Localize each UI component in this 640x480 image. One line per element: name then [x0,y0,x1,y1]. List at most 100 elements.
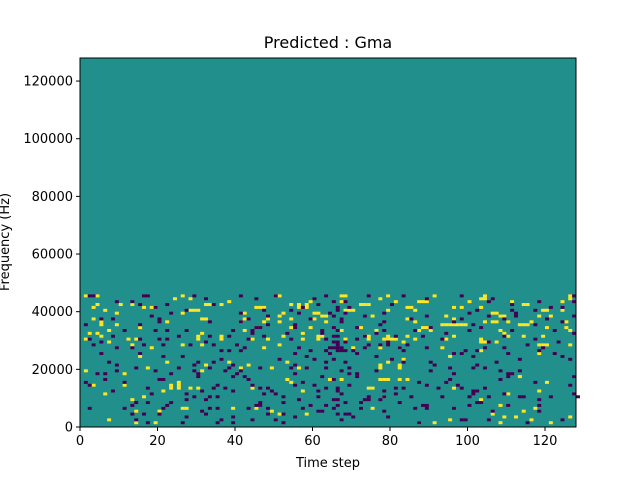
heatmap-cell-low [475,401,480,405]
heatmap-cell-high [339,300,344,304]
heatmap-cell-low [525,343,530,347]
heatmap-cell-high [95,331,100,335]
heatmap-cell-high [479,305,484,309]
heatmap-cell-low [382,409,387,413]
heatmap-cell-low [436,386,441,390]
heatmap-cell-low [266,386,270,390]
heatmap-cell-low [424,403,429,407]
heatmap-cell-high [180,343,185,347]
heatmap-cell-low [192,395,197,399]
heatmap-cell-high [300,337,305,341]
heatmap-cell-high [568,297,573,301]
heatmap-cell-low [552,352,557,356]
heatmap-cell-high [479,297,484,301]
heatmap-cell-high [103,392,108,396]
heatmap-cell-high [428,328,433,332]
heatmap-cell-high [266,337,270,341]
heatmap-cell-low [459,418,464,422]
heatmap-cell-high [498,328,503,332]
heatmap-cell-low [517,369,522,373]
heatmap-cell-high [339,328,344,332]
heatmap-cell-low [300,406,305,410]
heatmap-cell-high [180,311,185,315]
heatmap-cell-low [246,377,251,381]
heatmap-cell-high [316,337,321,341]
heatmap-cell-low [184,398,189,402]
heatmap-cell-high [413,337,418,341]
heatmap-cell-high [393,337,398,341]
heatmap-cell-low [266,314,270,318]
heatmap-cell-high [300,331,305,335]
heatmap-cell-low [281,421,286,425]
heatmap-cell-high [277,314,282,318]
y-tick-label: 40000 [32,305,73,320]
heatmap-cell-low [471,366,476,370]
heatmap-cell-high [289,317,294,321]
heatmap-cell-low [452,372,456,376]
heatmap-cell-low [215,395,220,399]
heatmap-cell-low [145,401,150,405]
heatmap-cell-high [510,300,515,304]
heatmap-cell-low [440,395,445,399]
heatmap-cell-high [281,334,286,338]
heatmap-cell-low [343,311,348,315]
heatmap-cell-high [405,305,410,309]
heatmap-cell-low [227,366,232,370]
heatmap-cell-low [157,412,162,416]
heatmap-cell-high [192,308,197,312]
heatmap-cell-high [180,294,185,298]
heatmap-cell-high [390,337,394,341]
heatmap-cell-low [378,398,383,402]
heatmap-cell-low [475,363,480,367]
heatmap-cell-low [366,395,371,399]
heatmap-cell-high [421,326,425,330]
heatmap-cell-low [335,412,340,416]
heatmap-cell-low [432,363,437,367]
heatmap-cell-high [83,294,88,298]
heatmap-cell-low [161,406,166,410]
heatmap-cell-high [242,311,247,315]
heatmap-cell-low [223,386,228,390]
heatmap-cell-high [269,409,274,413]
heatmap-cell-low [262,308,267,312]
heatmap-cell-low [560,354,565,358]
heatmap-cell-high [99,320,104,324]
heatmap-cell-high [452,305,456,309]
heatmap-cell-high [231,406,236,410]
heatmap-cell-low [335,398,340,402]
heatmap-cell-low [91,294,96,298]
heatmap-cell-low [142,412,146,416]
heatmap-cell-high [548,314,553,318]
heatmap-cell-low [122,380,127,384]
heatmap-cell-low [165,337,170,341]
heatmap-cell-low [486,314,491,318]
heatmap-cell-high [479,398,484,402]
heatmap-cell-low [281,395,286,399]
heatmap-cell-low [83,380,88,384]
heatmap-cell-high [568,343,573,347]
heatmap-cell-low [316,303,321,307]
heatmap-cell-high [483,340,487,344]
heatmap-cell-low [382,328,387,332]
heatmap-cell-high [165,320,170,324]
heatmap-cell-low [339,346,344,350]
heatmap-cell-low [409,317,414,321]
heatmap-cell-high [366,334,371,338]
heatmap-cell-low [114,369,119,373]
heatmap-cell-high [83,337,88,341]
heatmap-cell-high [227,300,232,304]
heatmap-cell-low [347,305,352,309]
heatmap-cell-high [145,366,150,370]
heatmap-cell-low [281,412,286,416]
heatmap-cell-low [138,323,143,327]
heatmap-cell-low [537,398,542,402]
heatmap-cell-low [397,346,402,350]
heatmap-cell-low [475,349,480,353]
heatmap-cell-low [572,375,577,379]
heatmap-cell-high [483,297,487,301]
heatmap-cell-low [335,340,340,344]
heatmap-cell-low [459,317,464,321]
heatmap-cell-low [165,303,170,307]
heatmap-cell-high [502,415,507,419]
